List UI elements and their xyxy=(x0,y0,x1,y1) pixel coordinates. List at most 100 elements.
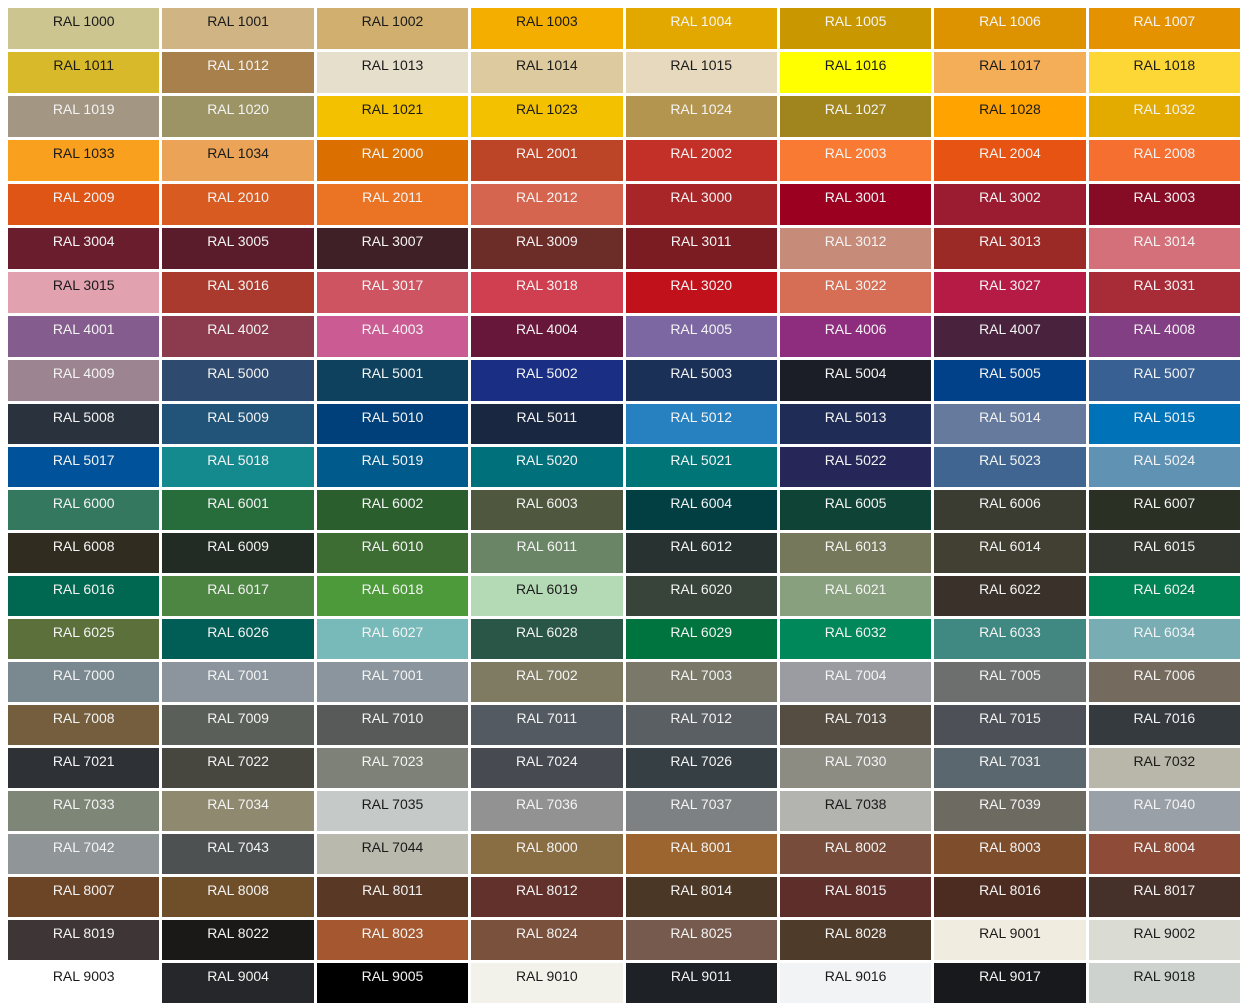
swatch-label: RAL 2011 xyxy=(362,189,423,205)
color-swatch: RAL 7033 xyxy=(8,791,160,831)
swatch-label: RAL 5003 xyxy=(670,365,733,381)
swatch-label: RAL 5017 xyxy=(52,452,115,468)
color-swatch: RAL 8003 xyxy=(934,834,1086,874)
swatch-label: RAL 6034 xyxy=(1133,624,1196,640)
color-swatch: RAL 2009 xyxy=(8,184,160,225)
color-swatch: RAL 1019 xyxy=(8,96,160,137)
swatch-label: RAL 1019 xyxy=(52,101,115,117)
swatch-label: RAL 6012 xyxy=(670,538,733,554)
color-swatch: RAL 8011 xyxy=(316,877,469,917)
swatch-label: RAL 6029 xyxy=(670,624,733,640)
color-swatch: RAL 7004 xyxy=(779,662,932,702)
swatch-label: RAL 5009 xyxy=(207,409,269,425)
swatch-label: RAL 8016 xyxy=(979,882,1041,898)
color-swatch: RAL 6029 xyxy=(625,619,777,659)
color-swatch: RAL 3013 xyxy=(934,228,1086,269)
swatch-label: RAL 6005 xyxy=(824,495,887,511)
swatch-label: RAL 6013 xyxy=(824,538,887,554)
color-swatch: RAL 1020 xyxy=(162,96,314,137)
swatch-label: RAL 1012 xyxy=(207,57,269,73)
swatch-label: RAL 6017 xyxy=(207,581,269,597)
color-swatch: RAL 8016 xyxy=(934,877,1086,917)
color-swatch: RAL 7036 xyxy=(471,791,623,831)
color-swatch: RAL 7002 xyxy=(471,662,623,702)
swatch-label: RAL 7008 xyxy=(52,710,115,726)
swatch-label: RAL 1033 xyxy=(52,145,115,161)
color-swatch: RAL 7044 xyxy=(316,834,469,874)
color-swatch: RAL 7021 xyxy=(8,748,160,788)
color-swatch: RAL 1006 xyxy=(934,8,1086,49)
swatch-label: RAL 5005 xyxy=(979,365,1041,381)
swatch-label: RAL 3027 xyxy=(979,277,1041,293)
swatch-label: RAL 6004 xyxy=(670,495,733,511)
swatch-label: RAL 1014 xyxy=(515,57,578,73)
color-swatch: RAL 2008 xyxy=(1088,140,1240,181)
color-swatch: RAL 1018 xyxy=(1088,52,1240,93)
swatch-label: RAL 5000 xyxy=(207,365,269,381)
color-swatch: RAL 7022 xyxy=(162,748,314,788)
color-swatch: RAL 7039 xyxy=(934,791,1086,831)
swatch-label: RAL 5022 xyxy=(824,452,887,468)
color-swatch: RAL 4006 xyxy=(779,316,932,357)
color-swatch: RAL 7012 xyxy=(625,705,777,745)
swatch-label: RAL 1002 xyxy=(361,13,424,29)
swatch-label: RAL 6019 xyxy=(515,581,578,597)
swatch-label: RAL 5020 xyxy=(515,452,578,468)
swatch-label: RAL 5015 xyxy=(1133,409,1196,425)
swatch-label: RAL 6015 xyxy=(1133,538,1196,554)
swatch-label: RAL 7039 xyxy=(979,796,1041,812)
swatch-label: RAL 4003 xyxy=(361,321,424,337)
swatch-label: RAL 7001 xyxy=(361,667,424,683)
color-swatch: RAL 6007 xyxy=(1088,490,1240,530)
swatch-label: RAL 1034 xyxy=(207,145,269,161)
color-swatch: RAL 5005 xyxy=(934,360,1086,401)
color-swatch: RAL 5021 xyxy=(625,447,777,487)
color-swatch: RAL 6013 xyxy=(779,533,932,573)
swatch-label: RAL 5018 xyxy=(207,452,269,468)
swatch-label: RAL 7021 xyxy=(52,753,115,769)
swatch-label: RAL 5008 xyxy=(52,409,115,425)
color-swatch: RAL 6016 xyxy=(8,576,160,616)
color-swatch: RAL 5012 xyxy=(625,404,777,444)
swatch-label: RAL 3000 xyxy=(670,189,733,205)
color-swatch: RAL 4001 xyxy=(8,316,160,357)
swatch-label: RAL 7011 xyxy=(516,710,578,726)
swatch-label: RAL 7034 xyxy=(207,796,269,812)
color-swatch: RAL 8012 xyxy=(471,877,623,917)
swatch-label: RAL 5002 xyxy=(515,365,578,381)
swatch-label: RAL 1013 xyxy=(361,57,424,73)
swatch-label: RAL 5013 xyxy=(824,409,887,425)
color-swatch: RAL 5004 xyxy=(779,360,932,401)
color-swatch: RAL 6020 xyxy=(625,576,777,616)
color-swatch: RAL 7034 xyxy=(162,791,314,831)
swatch-label: RAL 2002 xyxy=(670,145,733,161)
swatch-label: RAL 7031 xyxy=(979,753,1041,769)
color-swatch: RAL 5008 xyxy=(8,404,160,444)
color-swatch: RAL 9017 xyxy=(934,963,1086,1003)
swatch-label: RAL 6033 xyxy=(979,624,1041,640)
swatch-label: RAL 1017 xyxy=(979,57,1041,73)
color-swatch: RAL 9004 xyxy=(162,963,314,1003)
swatch-label: RAL 9001 xyxy=(979,925,1041,941)
swatch-label: RAL 3002 xyxy=(979,189,1041,205)
color-swatch: RAL 6021 xyxy=(779,576,932,616)
color-swatch: RAL 1017 xyxy=(934,52,1086,93)
color-swatch: RAL 8017 xyxy=(1088,877,1240,917)
swatch-label: RAL 4004 xyxy=(515,321,578,337)
color-swatch: RAL 4008 xyxy=(1088,316,1240,357)
color-swatch: RAL 8014 xyxy=(625,877,777,917)
color-swatch: RAL 7011 xyxy=(471,705,623,745)
color-swatch: RAL 1001 xyxy=(162,8,314,49)
color-swatch: RAL 1003 xyxy=(471,8,623,49)
color-swatch: RAL 8022 xyxy=(162,920,314,960)
swatch-label: RAL 3007 xyxy=(361,233,424,249)
color-swatch: RAL 1005 xyxy=(779,8,932,49)
swatch-label: RAL 1007 xyxy=(1133,13,1196,29)
color-swatch: RAL 1013 xyxy=(316,52,469,93)
color-swatch: RAL 6032 xyxy=(779,619,932,659)
swatch-label: RAL 5019 xyxy=(361,452,424,468)
color-swatch: RAL 8023 xyxy=(316,920,469,960)
swatch-label: RAL 6025 xyxy=(52,624,115,640)
swatch-label: RAL 8002 xyxy=(824,839,887,855)
color-swatch: RAL 6008 xyxy=(8,533,160,573)
